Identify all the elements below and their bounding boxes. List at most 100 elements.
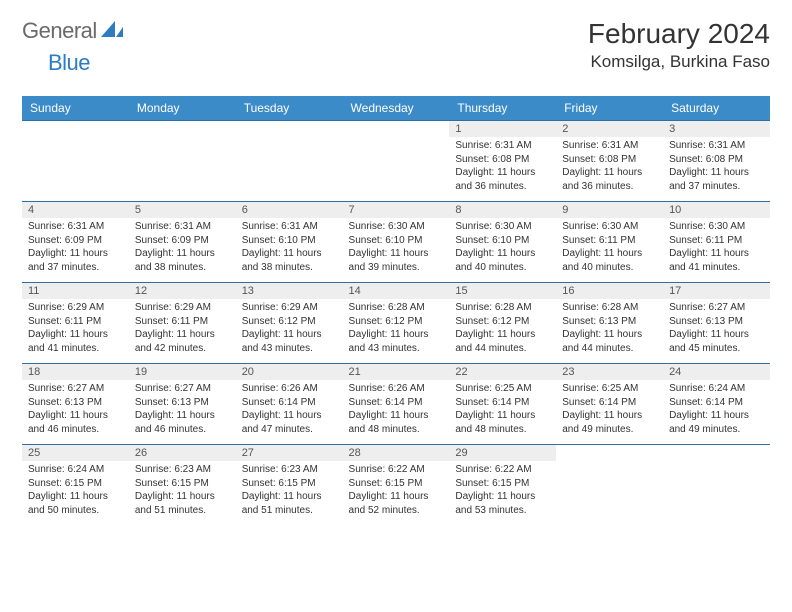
day-detail-cell: Sunrise: 6:28 AMSunset: 6:12 PMDaylight:… xyxy=(343,299,450,364)
sunrise-value: 6:23 AM xyxy=(174,464,211,475)
sunset-label: Sunset: xyxy=(242,235,276,246)
sunset-line: Sunset: 6:13 PM xyxy=(562,315,657,329)
sunrise-label: Sunrise: xyxy=(669,140,706,151)
sunrise-label: Sunrise: xyxy=(455,140,492,151)
sunrise-value: 6:28 AM xyxy=(388,302,425,313)
day-detail-cell: Sunrise: 6:30 AMSunset: 6:11 PMDaylight:… xyxy=(556,218,663,283)
daylight-label: Daylight: xyxy=(669,410,708,421)
sunset-line: Sunset: 6:13 PM xyxy=(669,315,764,329)
daylight-line: Daylight: 11 hours and 36 minutes. xyxy=(562,166,657,193)
dow-wednesday: Wednesday xyxy=(343,96,450,121)
day-detail-cell xyxy=(663,461,770,525)
sunrise-label: Sunrise: xyxy=(349,383,386,394)
sunset-line: Sunset: 6:08 PM xyxy=(455,153,550,167)
sunset-label: Sunset: xyxy=(242,478,276,489)
day-detail-cell: Sunrise: 6:27 AMSunset: 6:13 PMDaylight:… xyxy=(129,380,236,445)
daylight-label: Daylight: xyxy=(455,410,494,421)
sunset-value: 6:11 PM xyxy=(65,316,102,327)
day-number-cell xyxy=(663,445,770,462)
sunset-value: 6:15 PM xyxy=(492,478,529,489)
sunrise-value: 6:26 AM xyxy=(388,383,425,394)
sunrise-label: Sunrise: xyxy=(349,221,386,232)
sunset-label: Sunset: xyxy=(349,235,383,246)
daylight-label: Daylight: xyxy=(349,329,388,340)
daylight-line: Daylight: 11 hours and 46 minutes. xyxy=(28,409,123,436)
day-detail-cell: Sunrise: 6:30 AMSunset: 6:11 PMDaylight:… xyxy=(663,218,770,283)
sunrise-line: Sunrise: 6:29 AM xyxy=(135,301,230,315)
day-number-cell: 12 xyxy=(129,283,236,300)
sunrise-label: Sunrise: xyxy=(562,140,599,151)
daylight-label: Daylight: xyxy=(349,248,388,259)
sunrise-line: Sunrise: 6:30 AM xyxy=(349,220,444,234)
sunset-value: 6:15 PM xyxy=(385,478,422,489)
sunrise-line: Sunrise: 6:26 AM xyxy=(242,382,337,396)
sunset-value: 6:14 PM xyxy=(385,397,422,408)
sunrise-label: Sunrise: xyxy=(349,464,386,475)
sunrise-line: Sunrise: 6:31 AM xyxy=(669,139,764,153)
sunset-line: Sunset: 6:15 PM xyxy=(28,477,123,491)
sunrise-value: 6:25 AM xyxy=(495,383,532,394)
sunset-label: Sunset: xyxy=(135,397,169,408)
sunrise-value: 6:22 AM xyxy=(495,464,532,475)
logo-text-general: General xyxy=(22,18,97,44)
sunrise-label: Sunrise: xyxy=(455,464,492,475)
daylight-label: Daylight: xyxy=(562,167,601,178)
sunrise-label: Sunrise: xyxy=(562,221,599,232)
sunset-value: 6:13 PM xyxy=(65,397,102,408)
day-detail-cell: Sunrise: 6:28 AMSunset: 6:13 PMDaylight:… xyxy=(556,299,663,364)
day-detail-cell: Sunrise: 6:22 AMSunset: 6:15 PMDaylight:… xyxy=(449,461,556,525)
day-detail-cell: Sunrise: 6:31 AMSunset: 6:10 PMDaylight:… xyxy=(236,218,343,283)
daylight-label: Daylight: xyxy=(242,410,281,421)
sunset-label: Sunset: xyxy=(135,316,169,327)
sunrise-line: Sunrise: 6:24 AM xyxy=(669,382,764,396)
daylight-label: Daylight: xyxy=(28,329,67,340)
sunset-value: 6:10 PM xyxy=(278,235,315,246)
day-number-cell: 28 xyxy=(343,445,450,462)
sunset-label: Sunset: xyxy=(28,235,62,246)
sunrise-value: 6:27 AM xyxy=(709,302,746,313)
day-detail-cell xyxy=(236,137,343,202)
daylight-label: Daylight: xyxy=(455,167,494,178)
sunrise-value: 6:27 AM xyxy=(67,383,104,394)
sunrise-label: Sunrise: xyxy=(455,383,492,394)
daylight-line: Daylight: 11 hours and 40 minutes. xyxy=(562,247,657,274)
sunset-value: 6:12 PM xyxy=(278,316,315,327)
sunset-label: Sunset: xyxy=(135,478,169,489)
sunrise-value: 6:31 AM xyxy=(174,221,211,232)
day-number-cell: 8 xyxy=(449,202,556,219)
sunset-line: Sunset: 6:10 PM xyxy=(455,234,550,248)
sunset-line: Sunset: 6:15 PM xyxy=(242,477,337,491)
sunrise-value: 6:24 AM xyxy=(709,383,746,394)
sunset-value: 6:11 PM xyxy=(172,316,209,327)
sunset-line: Sunset: 6:11 PM xyxy=(28,315,123,329)
daylight-label: Daylight: xyxy=(242,491,281,502)
day-number-cell: 25 xyxy=(22,445,129,462)
daylight-label: Daylight: xyxy=(28,248,67,259)
sunrise-label: Sunrise: xyxy=(242,302,279,313)
day-number-cell: 16 xyxy=(556,283,663,300)
sunset-line: Sunset: 6:11 PM xyxy=(669,234,764,248)
sunrise-line: Sunrise: 6:23 AM xyxy=(135,463,230,477)
sunset-line: Sunset: 6:12 PM xyxy=(455,315,550,329)
day-number-cell: 17 xyxy=(663,283,770,300)
daylight-line: Daylight: 11 hours and 51 minutes. xyxy=(242,490,337,517)
daylight-label: Daylight: xyxy=(242,248,281,259)
sunrise-line: Sunrise: 6:22 AM xyxy=(455,463,550,477)
sunset-label: Sunset: xyxy=(562,235,596,246)
daylight-line: Daylight: 11 hours and 48 minutes. xyxy=(349,409,444,436)
daylight-line: Daylight: 11 hours and 41 minutes. xyxy=(669,247,764,274)
day-number-cell: 6 xyxy=(236,202,343,219)
sunset-value: 6:08 PM xyxy=(492,154,529,165)
sunset-label: Sunset: xyxy=(455,478,489,489)
sunset-value: 6:11 PM xyxy=(599,235,636,246)
daylight-line: Daylight: 11 hours and 49 minutes. xyxy=(562,409,657,436)
day-detail-cell: Sunrise: 6:26 AMSunset: 6:14 PMDaylight:… xyxy=(343,380,450,445)
sunrise-label: Sunrise: xyxy=(455,302,492,313)
daylight-label: Daylight: xyxy=(349,491,388,502)
sunrise-label: Sunrise: xyxy=(242,464,279,475)
day-detail-cell: Sunrise: 6:31 AMSunset: 6:08 PMDaylight:… xyxy=(556,137,663,202)
sunset-value: 6:13 PM xyxy=(172,397,209,408)
sunrise-value: 6:29 AM xyxy=(174,302,211,313)
sunset-label: Sunset: xyxy=(455,397,489,408)
sunrise-line: Sunrise: 6:30 AM xyxy=(669,220,764,234)
